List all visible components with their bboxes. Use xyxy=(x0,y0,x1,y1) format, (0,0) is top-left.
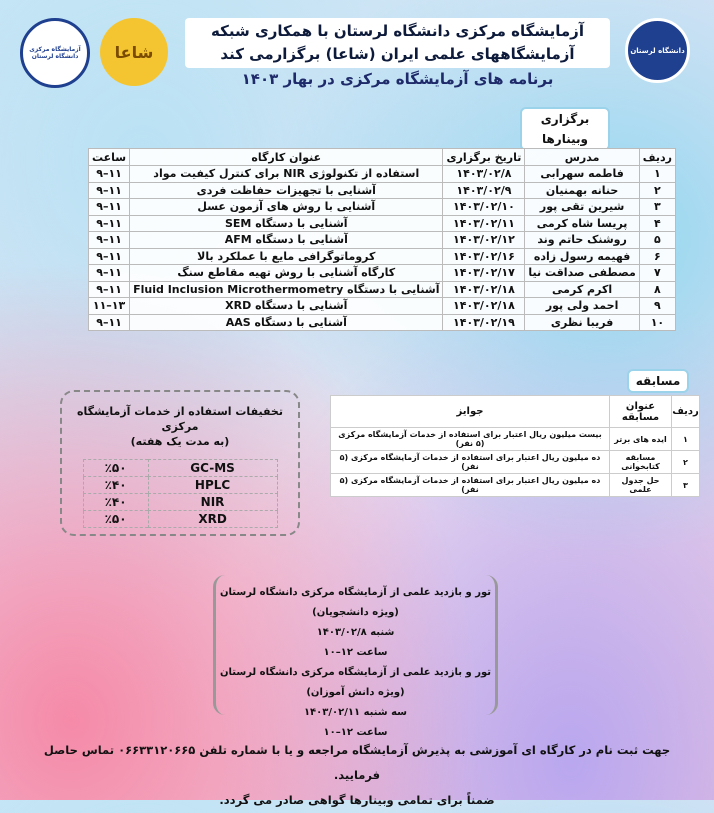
competition-row: ۳ حل جدول علمی ده میلیون ریال اعتبار برای … xyxy=(330,473,700,497)
competition-table: ردیف عنوان مسابقه جوایز ۱ ایده های برتر بیست… xyxy=(330,395,700,497)
webinar-row: ۴ پریسا شاه کرمی ۱۴۰۳/۰۲/۱۱ آشنایی با دستگا… xyxy=(87,214,677,232)
webinar-row: ۱ فاطمه سهرابی ۱۴۰۳/۰۲/۸ استفاده از تکنولوژ… xyxy=(87,165,677,183)
webinar-row: ۷ مصطفی صداقت نیا ۱۴۰۳/۰۲/۱۷ کارگاه آشنایی … xyxy=(87,264,677,282)
discounts-box: تخفیفات استفاده از خدمات آزمایشگاه مرکزی… xyxy=(60,390,300,536)
webinar-row: ۶ فهیمه رسول زاده ۱۴۰۳/۰۲/۱۶ کروماتوگرافی م… xyxy=(87,247,677,265)
discount-row: HPLC ٪۴۰ xyxy=(82,476,278,494)
discounts-subtitle: (به مدت یک هفته) xyxy=(130,435,230,448)
webinars-label: برگزاری وبینارها xyxy=(520,107,610,151)
lorestan-university-logo: دانشگاه لرستان xyxy=(625,18,690,83)
shaa-logo: شاعا xyxy=(100,18,168,86)
competition-label: مسابقه xyxy=(627,369,689,393)
webinar-row: ۸ اکرم کرمی ۱۴۰۳/۰۲/۱۸ آشنایی با دستگاه Flu… xyxy=(87,280,677,298)
webinar-row: ۱۰ فریبا نظری ۱۴۰۳/۰۲/۱۹ آشنایی با دستگاه A… xyxy=(87,313,677,331)
discount-row: NIR ٪۴۰ xyxy=(82,493,278,511)
discounts-title: تخفیفات استفاده از خدمات آزمایشگاه مرکزی xyxy=(77,405,283,433)
central-lab-logo: آزمایشگاه مرکزی دانشگاه لرستان xyxy=(20,18,90,88)
competition-row: ۲ مسابقه کتابخوانی ده میلیون ریال اعتبار ب… xyxy=(330,450,700,474)
page-subtitle: برنامه های آزمایشگاه مرکزی در بهار ۱۴۰۳ xyxy=(241,70,554,88)
footer-note: جهت ثبت نام در کارگاه ای آموزشی به پذیرش… xyxy=(43,743,671,807)
webinar-row: ۲ حنانه بهمنیان ۱۴۰۳/۰۲/۹ آشنایی با تجهیزات… xyxy=(87,181,677,199)
page-title: آزمایشگاه مرکزی دانشگاه لرستان با همکاری… xyxy=(185,18,610,68)
webinar-row: ۵ روشنک حاتم وند ۱۴۰۳/۰۲/۱۲ آشنایی با دستگا… xyxy=(87,231,677,249)
discounts-table: GC-MS ٪۵۰ HPLC ٪۴۰ NIR ٪۴۰ XRD ٪۵۰ xyxy=(82,459,278,528)
webinar-row: ۹ احمد ولی پور ۱۴۰۳/۰۲/۱۸ آشنایی با دستگاه … xyxy=(87,297,677,315)
discount-row: XRD ٪۵۰ xyxy=(82,510,278,528)
discount-row: GC-MS ٪۵۰ xyxy=(82,459,278,477)
webinar-row: ۳ شیرین تقی پور ۱۴۰۳/۰۲/۱۰ آشنایی با روش ها… xyxy=(87,198,677,216)
tour-box: تور و بازدید علمی از آزمایشگاه مرکزی دان… xyxy=(213,575,498,738)
competition-row: ۱ ایده های برتر بیست میلیون ریال اعتبار بر… xyxy=(330,427,700,451)
